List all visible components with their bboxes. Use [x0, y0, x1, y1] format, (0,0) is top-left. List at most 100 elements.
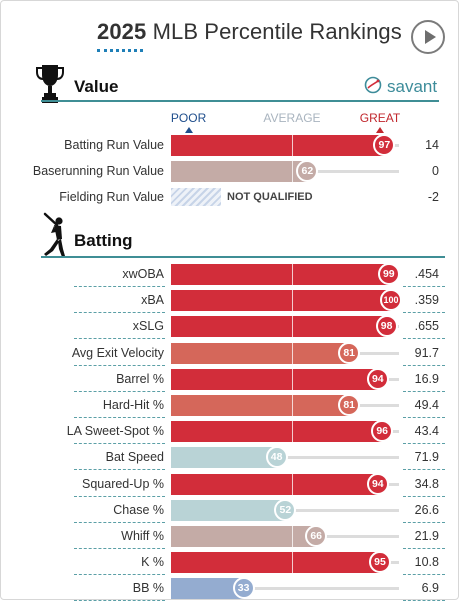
metric-row: xBA .359 100 [1, 289, 460, 314]
metric-value: 6.9 [421, 581, 439, 596]
metric-value: 34.8 [414, 476, 439, 491]
metric-row: Batting Run Value 14 97 [1, 134, 460, 157]
percentile-bubble[interactable]: 100 [380, 289, 402, 312]
percentile-bubble[interactable]: 66 [305, 525, 328, 547]
scale-label-great: GREAT [359, 111, 401, 125]
row-divider [74, 574, 165, 576]
section-divider-value [41, 100, 439, 102]
percentile-bar [171, 368, 378, 390]
metric-value: .655 [414, 319, 439, 334]
average-marker [292, 342, 293, 364]
row-divider [403, 338, 445, 340]
percentile-bubble[interactable]: 95 [369, 551, 391, 574]
play-button[interactable] [411, 20, 445, 54]
percentile-bubble[interactable]: 62 [296, 160, 319, 183]
row-divider [74, 338, 165, 340]
metric-row: Whiff % 21.9 66 [1, 525, 460, 549]
row-divider [74, 443, 165, 445]
average-marker [292, 421, 293, 443]
metric-row: Fielding Run Value -2 NOT QUALIFIED [1, 187, 460, 209]
percentile-bar [171, 264, 389, 285]
metric-row: BB % 6.9 33 [1, 577, 460, 602]
percentile-bubble[interactable]: 52 [274, 498, 297, 521]
percentile-bar [171, 342, 350, 364]
scale-arrow-poor [184, 127, 193, 133]
title-underline [97, 49, 143, 52]
average-marker [292, 316, 293, 338]
percentile-bubble[interactable]: 97 [373, 134, 396, 156]
row-divider [403, 495, 445, 497]
row-divider [74, 312, 165, 314]
metric-row: Squared-Up % 34.8 94 [1, 472, 460, 497]
average-marker [292, 526, 293, 547]
percentile-bar [171, 290, 391, 312]
batter-icon [43, 212, 65, 257]
metric-label: xBA [141, 293, 164, 308]
metric-row: Hard-Hit % 49.4 81 [1, 394, 460, 418]
scale-label-poor: POOR [170, 111, 207, 125]
metric-value: 71.9 [414, 450, 439, 465]
percentile-bar [171, 135, 385, 156]
metric-label: xwOBA [122, 267, 164, 281]
average-marker [292, 264, 293, 285]
row-divider [74, 286, 165, 287]
percentile-bar [171, 473, 378, 495]
metric-value: 16.9 [414, 371, 439, 386]
row-divider [403, 600, 445, 602]
metric-label: K % [141, 555, 164, 570]
percentile-bubble[interactable]: 33 [232, 577, 255, 600]
row-divider [74, 548, 165, 549]
play-icon [425, 30, 436, 44]
percentile-bubble[interactable]: 94 [366, 367, 389, 390]
metric-value: 26.6 [414, 502, 439, 517]
percentile-bubble[interactable]: 94 [366, 472, 389, 495]
average-marker [292, 290, 293, 312]
metric-value: 91.7 [414, 345, 439, 360]
percentile-bubble[interactable]: 98 [375, 315, 398, 338]
metric-row: Bat Speed 71.9 48 [1, 446, 460, 471]
bar-track [171, 587, 399, 591]
row-divider [74, 417, 165, 418]
row-divider [403, 469, 445, 471]
metric-label: Barrel % [116, 371, 164, 386]
percentile-bar [171, 447, 277, 469]
metric-row: Avg Exit Velocity 91.7 81 [1, 341, 460, 366]
row-divider [403, 390, 445, 392]
row-divider [74, 390, 165, 392]
trophy-icon [36, 65, 64, 103]
metric-label: Batting Run Value [64, 138, 164, 152]
section-title-batting: Batting [74, 231, 133, 250]
title-text: MLB Percentile Rankings [152, 19, 402, 44]
metric-row: Baserunning Run Value 0 62 [1, 160, 460, 183]
metric-value: .454 [414, 267, 439, 281]
percentile-bubble[interactable]: 96 [371, 420, 394, 443]
average-marker [292, 473, 293, 495]
metric-label: Baserunning Run Value [32, 164, 164, 179]
savant-label: savant [387, 77, 438, 96]
savant-logo-icon [364, 76, 382, 94]
row-divider [403, 521, 445, 523]
percentile-bubble[interactable]: 48 [265, 446, 288, 469]
savant-brand[interactable]: savant [364, 76, 437, 97]
metric-row: Barrel % 16.9 94 [1, 367, 460, 392]
metric-row: xwOBA .454 99 [1, 263, 460, 287]
percentile-bubble[interactable]: 81 [338, 341, 361, 364]
metric-label: xSLG [132, 319, 164, 334]
scale-arrow-great [376, 127, 384, 133]
percentile-bar [171, 395, 350, 416]
not-qualified-bar [171, 188, 221, 207]
percentile-bubble[interactable]: 99 [377, 263, 400, 285]
percentile-bar [171, 316, 387, 338]
section-divider-batting [41, 256, 445, 258]
percentile-bar [171, 578, 244, 600]
percentile-bar [171, 526, 317, 547]
percentile-bubble[interactable]: 81 [338, 394, 361, 416]
metric-label: Hard-Hit % [102, 398, 164, 412]
row-divider [403, 417, 445, 418]
metric-label: Whiff % [121, 529, 164, 543]
average-marker [292, 395, 293, 416]
row-divider [403, 312, 445, 314]
metric-row: LA Sweet-Spot % 43.4 96 [1, 420, 460, 445]
title-year: 2025 [97, 19, 147, 44]
